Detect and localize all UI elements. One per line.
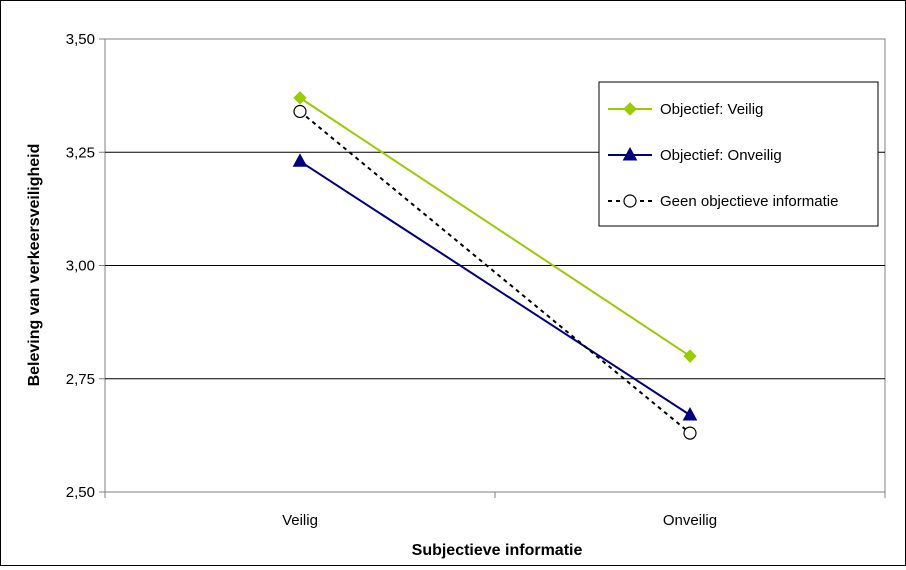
x-axis-title: Subjectieve informatie	[412, 542, 583, 559]
y-tick-label: 3,50	[66, 31, 95, 48]
data-point	[293, 104, 307, 119]
series-layer	[292, 91, 698, 440]
legend-label: Objectief: Onveilig	[660, 147, 782, 164]
series-2	[292, 153, 698, 421]
y-tick-label: 2,50	[66, 484, 95, 501]
y-tick-label: 2,75	[66, 371, 95, 388]
legend-label: Geen objectieve informatie	[660, 193, 838, 210]
legend-label: Objectief: Veilig	[660, 101, 763, 118]
data-point	[683, 426, 697, 440]
y-tick-labels: 2,50 2,75 3,00 3,25 3,50	[66, 31, 95, 501]
series-line	[299, 160, 691, 416]
series-3	[293, 104, 697, 440]
legend-item: Geen objectieve informatie	[608, 193, 838, 210]
data-point	[683, 349, 697, 363]
legend-marker	[623, 194, 637, 208]
data-point	[682, 406, 698, 421]
legend: Objectief: Veilig Objectief: Onveilig Geen…	[598, 81, 879, 227]
y-tick-label: 3,25	[66, 144, 95, 161]
legend-marker	[622, 146, 638, 161]
series-1	[293, 91, 697, 363]
x-tick-labels: Veilig Onveilig	[282, 512, 717, 529]
data-point	[292, 153, 308, 167]
legend-item: Objectief: Veilig	[608, 101, 763, 118]
y-axis-title: Beleving van verkeersveiligheid	[26, 144, 43, 387]
series-line	[299, 97, 691, 357]
legend-item: Objectief: Onveilig	[608, 146, 782, 164]
legend-items: Objectief: Veilig Objectief: Onveilig Geen…	[608, 101, 838, 210]
y-tick-label: 3,00	[66, 258, 95, 275]
x-tick-label: Veilig	[282, 512, 318, 529]
x-tick-label: Onveilig	[663, 512, 717, 529]
data-point	[293, 91, 307, 105]
legend-marker	[623, 102, 637, 116]
